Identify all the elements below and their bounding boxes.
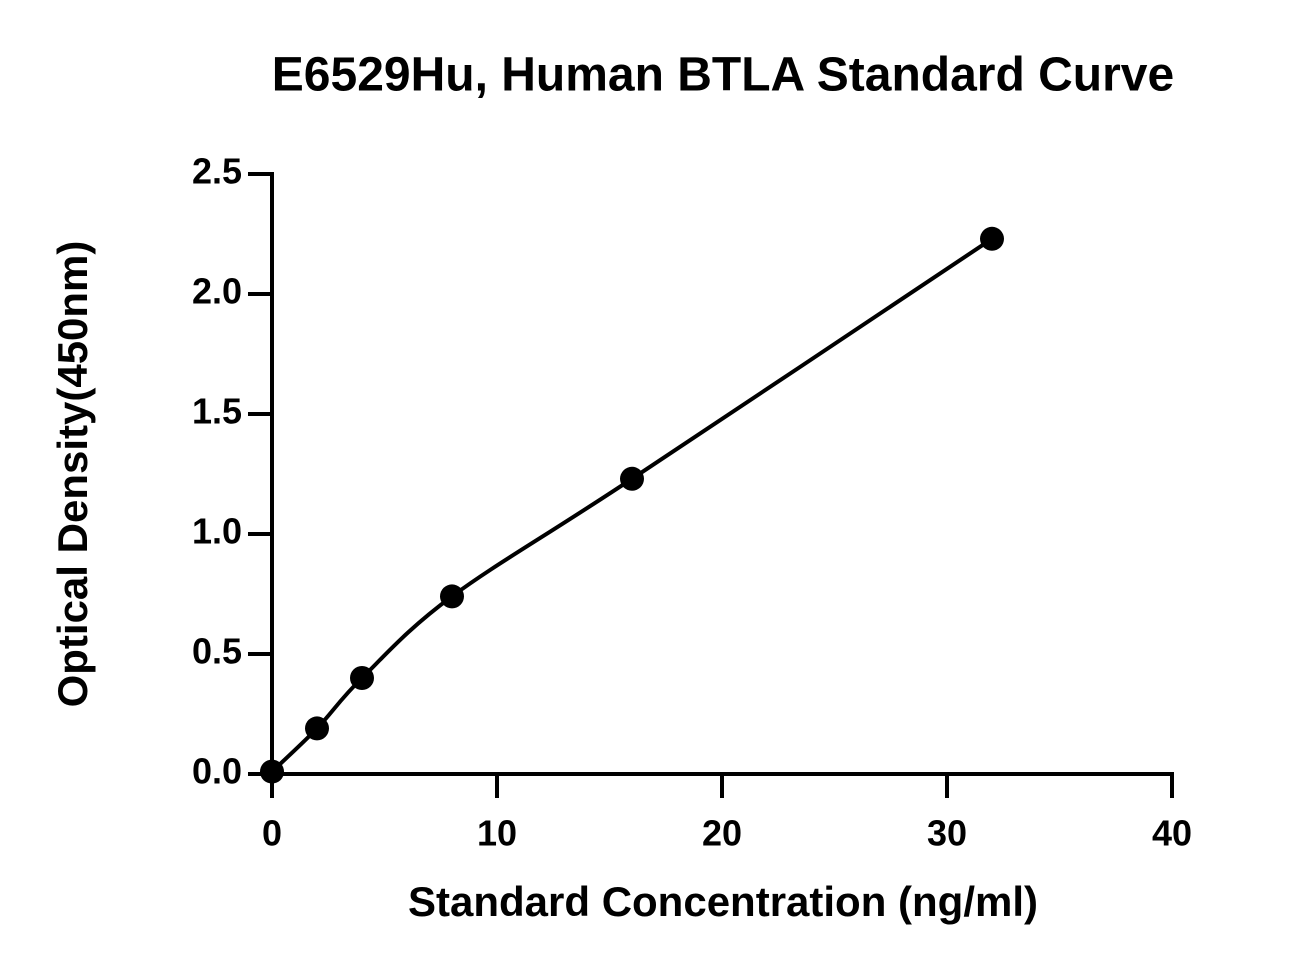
x-tick-label: 0 (262, 813, 282, 854)
x-axis-title: Standard Concentration (ng/ml) (408, 878, 1038, 925)
y-tick-label: 1.5 (192, 391, 242, 432)
y-axis-title: Optical Density(450nm) (49, 241, 96, 708)
y-tick-label: 1.0 (192, 511, 242, 552)
data-point (440, 584, 464, 609)
y-tick-label: 0.0 (192, 751, 242, 792)
data-point (980, 226, 1004, 251)
y-tick-label: 2.5 (192, 151, 242, 192)
data-point (620, 466, 644, 491)
chart-title: E6529Hu, Human BTLA Standard Curve (272, 49, 1174, 102)
x-tick-label: 10 (477, 813, 517, 854)
x-tick-label: 30 (927, 813, 967, 854)
data-point (305, 716, 329, 741)
x-tick-label: 20 (702, 813, 742, 854)
y-tick-label: 2.0 (192, 271, 242, 312)
data-point (350, 666, 374, 690)
x-tick-label: 40 (1152, 813, 1192, 854)
data-point (260, 759, 284, 784)
fit-curve (270, 237, 994, 774)
y-tick-label: 0.5 (192, 631, 242, 672)
